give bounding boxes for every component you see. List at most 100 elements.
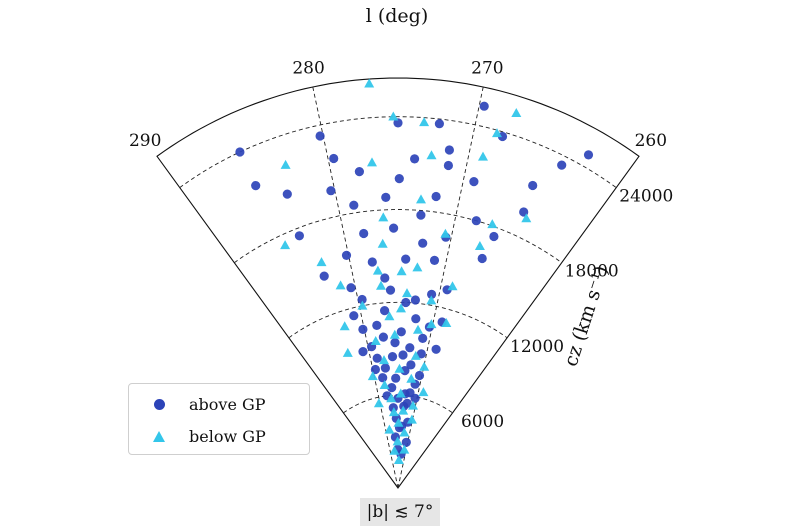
point-above-gp (416, 210, 426, 220)
r-tick-18000: 18000 (565, 262, 619, 282)
point-below-gp (426, 319, 437, 329)
point-above-gp (358, 347, 368, 357)
point-below-gp (399, 444, 410, 454)
point-above-gp (282, 189, 292, 199)
point-above-gp (315, 131, 325, 141)
point-below-gp (394, 363, 405, 373)
point-above-gp (357, 294, 367, 305)
point-above-gp (381, 192, 391, 202)
point-above-gp (387, 383, 397, 393)
legend-label-above: above GP (189, 394, 266, 414)
point-below-gp (408, 400, 418, 410)
point-above-gp (489, 231, 499, 242)
point-below-gp (396, 266, 407, 276)
point-below-gp (440, 228, 451, 238)
point-below-gp (378, 212, 389, 222)
point-below-gp (402, 288, 412, 298)
point-above-gp (388, 403, 398, 413)
point-below-gp (393, 455, 404, 464)
point-below-gp (441, 318, 452, 327)
point-above-gp (390, 338, 400, 348)
legend: above GP below GP (128, 383, 310, 455)
point-below-gp (416, 194, 426, 204)
point-below-gp (398, 405, 409, 415)
point-below-gp (419, 361, 430, 371)
theta-tick-290: 290 (129, 131, 161, 151)
point-below-gp (379, 380, 390, 389)
point-above-gp (385, 285, 396, 295)
tick-labels: 290 280 270 260 6000 12000 18000 24000 (129, 58, 673, 432)
point-above-gp (416, 349, 426, 359)
point-above-gp (326, 186, 336, 196)
point-above-gp (235, 147, 245, 157)
point-below-gp (521, 213, 532, 223)
point-below-gp (447, 281, 458, 291)
point-below-gp (280, 159, 291, 169)
point-below-gp (406, 373, 417, 383)
point-below-gp (426, 295, 437, 305)
r-tick-6000: 6000 (461, 412, 504, 432)
point-above-gp (557, 160, 567, 170)
point-below-gp (412, 262, 423, 272)
point-below-gp (487, 219, 498, 229)
point-above-gp (393, 118, 403, 128)
point-above-gp (380, 363, 390, 373)
legend-item-below: below GP (129, 421, 266, 451)
point-below-gp (418, 387, 429, 397)
circle-marker-icon (129, 398, 189, 410)
point-above-gp (443, 160, 453, 171)
point-above-gp (341, 250, 352, 260)
point-above-gp (400, 366, 410, 376)
point-below-gp (280, 240, 291, 250)
point-above-gp (418, 333, 428, 343)
point-above-gp (405, 343, 415, 353)
point-below-gp (335, 280, 346, 290)
point-above-gp (405, 388, 415, 398)
point-below-gp (386, 393, 397, 403)
point-below-gp (426, 150, 437, 160)
point-below-gp (393, 417, 404, 427)
theta-axis-title: l (deg) (366, 5, 429, 27)
point-above-gp (391, 373, 401, 383)
point-below-gp (396, 303, 406, 313)
point-above-gp (354, 167, 364, 177)
point-above-gp (401, 437, 411, 447)
radial-gridline-270 (397, 86, 484, 489)
point-below-gp (410, 350, 421, 360)
point-above-gp (372, 353, 382, 363)
point-above-gp (401, 297, 411, 308)
point-above-gp (349, 200, 359, 210)
point-below-gp (372, 265, 383, 275)
point-above-gp (528, 180, 538, 191)
point-below-gp (406, 414, 417, 424)
point-above-gp (294, 231, 304, 241)
point-above-gp (319, 271, 329, 281)
point-below-gp (357, 300, 368, 310)
point-above-gp (372, 320, 382, 330)
point-below-gp (377, 238, 388, 248)
point-above-gp (367, 257, 377, 267)
point-below-gp (342, 347, 353, 357)
point-below-gp (392, 436, 403, 446)
r-tick-12000: 12000 (510, 337, 564, 357)
point-below-gp (511, 108, 522, 117)
point-above-gp (434, 119, 444, 129)
point-above-gp (469, 177, 479, 187)
point-above-gp (406, 360, 416, 370)
point-above-gp (583, 150, 594, 160)
point-above-gp (396, 327, 406, 337)
point-below-gp (379, 355, 389, 365)
point-below-gp (395, 388, 406, 398)
point-above-gp (444, 145, 454, 155)
point-above-gp (349, 311, 359, 321)
arc-gridline-24000 (179, 116, 617, 188)
point-above-gp (387, 352, 398, 362)
point-below-gp (373, 398, 384, 408)
wedge-outline (156, 77, 640, 489)
latitude-constraint-label: |b| ≲ 7° (360, 498, 440, 526)
point-above-gp (471, 216, 481, 226)
theta-tick-270: 270 (471, 58, 503, 78)
point-above-gp (429, 255, 440, 265)
point-below-gp (413, 324, 423, 334)
